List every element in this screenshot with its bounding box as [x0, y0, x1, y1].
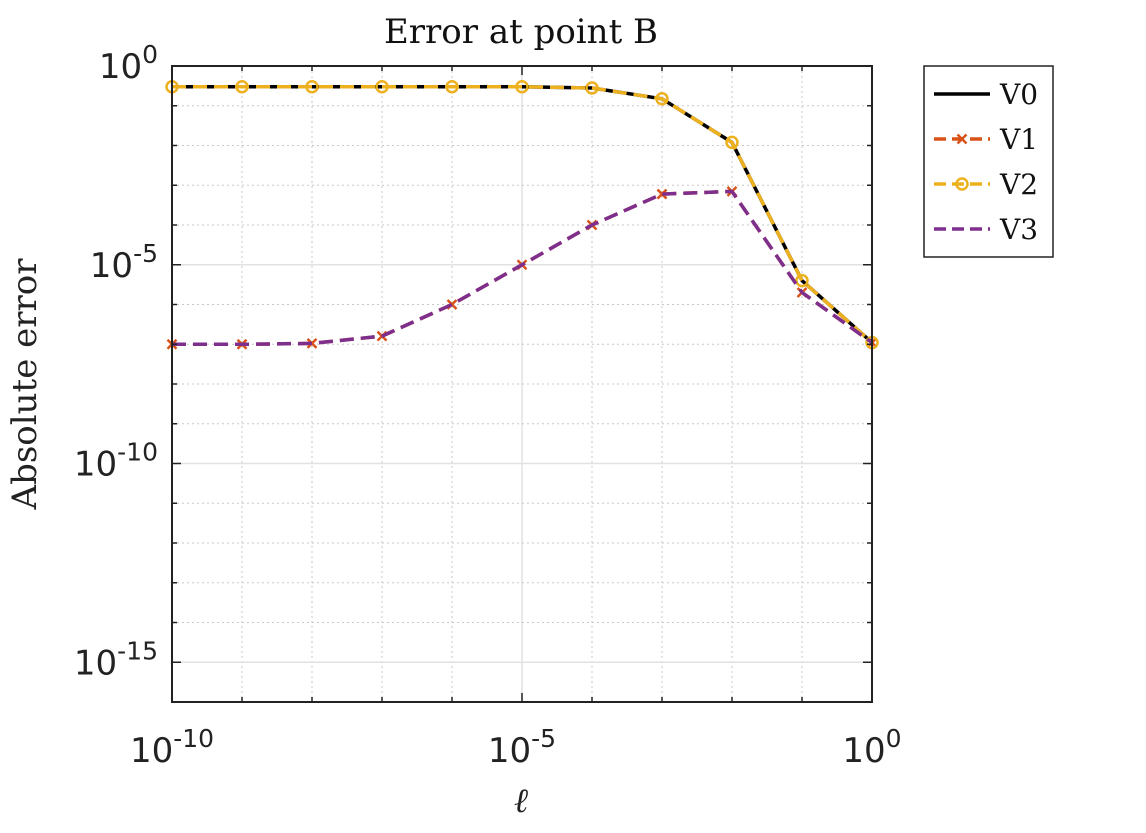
- data-point: [585, 81, 599, 95]
- data-point: [515, 80, 529, 94]
- legend-marker: [956, 133, 968, 145]
- x-tick-label: 10-10: [130, 724, 214, 771]
- legend-box: [923, 65, 1054, 258]
- series-group: [165, 80, 879, 350]
- axis-tick-labels: 10-10 10-5 100 10-15 10-10 10-5 100: [74, 40, 902, 771]
- x-tick-label: 100: [842, 724, 901, 771]
- data-point: [725, 135, 739, 150]
- x-axis-label: ℓ: [514, 781, 528, 821]
- chart-title: Error at point B: [384, 12, 658, 52]
- series-line: [172, 189, 874, 347]
- series-line: [172, 85, 874, 344]
- data-point: [306, 338, 318, 349]
- y-tick-label: 10-10: [74, 438, 158, 485]
- data-point: [445, 80, 459, 94]
- axis-ticks: [171, 65, 873, 703]
- y-tick-label: 100: [99, 40, 158, 87]
- y-tick-label: 10-5: [90, 239, 158, 286]
- data-point: [375, 80, 389, 94]
- legend-label: V0: [999, 78, 1038, 111]
- y-axis-label: Absolute error: [5, 258, 45, 511]
- legend-marker: [955, 177, 969, 191]
- x-tick-label: 10-5: [488, 724, 556, 771]
- legend: V0 V1 V2 V3: [923, 65, 1054, 258]
- legend-item-v1: V1: [934, 123, 1038, 156]
- data-point: [656, 188, 668, 200]
- data-point: [235, 80, 249, 94]
- legend-label: V1: [999, 123, 1038, 156]
- legend-item-v3: V3: [934, 213, 1038, 246]
- y-tick-label: 10-15: [74, 636, 158, 683]
- data-point: [305, 80, 319, 94]
- legend-item-v2: V2: [934, 168, 1038, 201]
- data-point: [655, 92, 669, 106]
- legend-label: V3: [999, 213, 1038, 246]
- legend-label: V2: [999, 168, 1038, 201]
- legend-item-v0: V0: [934, 78, 1038, 111]
- data-point: [795, 273, 809, 288]
- series-v3: [172, 189, 874, 347]
